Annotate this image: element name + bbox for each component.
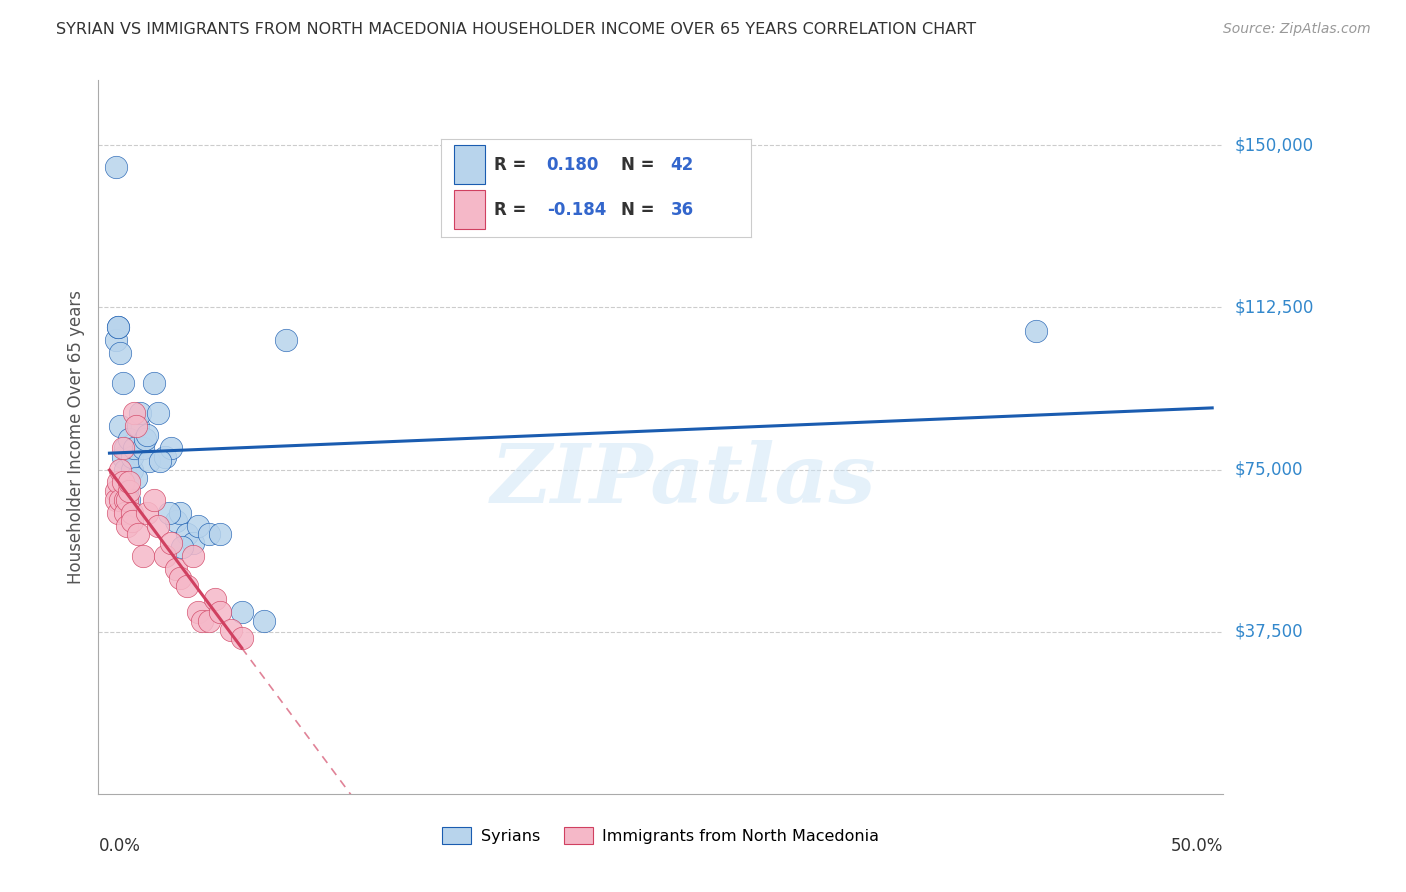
Point xyxy=(134,432,156,446)
Point xyxy=(125,471,148,485)
Point xyxy=(114,506,136,520)
Point xyxy=(231,605,253,619)
Point xyxy=(114,441,136,455)
Point xyxy=(131,549,153,563)
Point xyxy=(122,406,145,420)
Point xyxy=(208,527,231,541)
Point xyxy=(197,614,219,628)
Point xyxy=(114,492,136,507)
Text: 42: 42 xyxy=(671,156,693,174)
Point xyxy=(176,527,198,541)
Point xyxy=(118,432,141,446)
Point xyxy=(136,428,159,442)
Point xyxy=(107,475,129,490)
Point xyxy=(208,605,231,619)
Point xyxy=(181,549,204,563)
Point xyxy=(118,475,141,490)
Point xyxy=(122,441,145,455)
Text: R =: R = xyxy=(494,201,533,219)
Point xyxy=(165,562,187,576)
Point xyxy=(114,462,136,476)
Point xyxy=(176,579,198,593)
Point xyxy=(111,441,134,455)
Point xyxy=(274,333,297,347)
Point xyxy=(127,527,149,541)
Point xyxy=(107,506,129,520)
Text: R =: R = xyxy=(494,156,533,174)
Point xyxy=(153,549,176,563)
Point xyxy=(115,475,138,490)
Point xyxy=(138,454,160,468)
Point xyxy=(146,406,169,420)
Point xyxy=(131,441,153,455)
Point xyxy=(110,462,132,476)
Text: 0.180: 0.180 xyxy=(547,156,599,174)
Text: SYRIAN VS IMMIGRANTS FROM NORTH MACEDONIA HOUSEHOLDER INCOME OVER 65 YEARS CORRE: SYRIAN VS IMMIGRANTS FROM NORTH MACEDONI… xyxy=(56,22,976,37)
Point xyxy=(111,475,134,490)
Text: 36: 36 xyxy=(671,201,693,219)
Point xyxy=(1025,324,1047,338)
Point xyxy=(165,515,187,529)
Point xyxy=(160,441,183,455)
Bar xyxy=(454,190,485,229)
Point xyxy=(146,518,169,533)
Point xyxy=(115,518,138,533)
Point xyxy=(110,492,132,507)
Point xyxy=(111,376,134,390)
Point xyxy=(115,484,138,499)
Text: -0.184: -0.184 xyxy=(547,201,606,219)
Point xyxy=(231,631,253,645)
Text: $75,000: $75,000 xyxy=(1234,460,1303,478)
Y-axis label: Householder Income Over 65 years: Householder Income Over 65 years xyxy=(66,290,84,584)
Text: Source: ZipAtlas.com: Source: ZipAtlas.com xyxy=(1223,22,1371,37)
Point xyxy=(160,536,183,550)
Point xyxy=(121,462,143,476)
Text: N =: N = xyxy=(621,201,661,219)
Point xyxy=(153,450,176,464)
Point xyxy=(187,518,209,533)
Point xyxy=(105,484,128,499)
Point xyxy=(121,515,143,529)
Point xyxy=(197,527,219,541)
Point xyxy=(149,454,172,468)
Text: 50.0%: 50.0% xyxy=(1171,837,1223,855)
Legend: Syrians, Immigrants from North Macedonia: Syrians, Immigrants from North Macedonia xyxy=(436,821,886,850)
Point xyxy=(125,419,148,434)
Point xyxy=(127,419,149,434)
Point xyxy=(142,376,165,390)
Text: N =: N = xyxy=(621,156,661,174)
Text: ZIPatlas: ZIPatlas xyxy=(491,440,876,520)
Point xyxy=(118,484,141,499)
Point xyxy=(191,614,214,628)
Point xyxy=(187,605,209,619)
Point xyxy=(110,345,132,359)
Point xyxy=(253,614,276,628)
Text: $150,000: $150,000 xyxy=(1234,136,1313,154)
Point xyxy=(110,419,132,434)
Point xyxy=(121,506,143,520)
Point xyxy=(219,623,242,637)
Point xyxy=(105,492,128,507)
Point xyxy=(136,506,159,520)
Point xyxy=(142,492,165,507)
Point xyxy=(115,492,138,507)
Point xyxy=(118,492,141,507)
Point xyxy=(181,536,204,550)
Point xyxy=(107,319,129,334)
Point xyxy=(129,406,152,420)
Point xyxy=(121,450,143,464)
Text: $112,500: $112,500 xyxy=(1234,298,1313,317)
Point xyxy=(169,571,191,585)
Point xyxy=(107,319,129,334)
Point xyxy=(105,160,128,174)
Text: 0.0%: 0.0% xyxy=(98,837,141,855)
Point xyxy=(105,333,128,347)
Text: $37,500: $37,500 xyxy=(1234,623,1303,640)
Bar xyxy=(454,145,485,185)
Point xyxy=(172,541,194,555)
Point xyxy=(111,450,134,464)
Point xyxy=(157,506,180,520)
Point xyxy=(169,506,191,520)
Point xyxy=(204,592,226,607)
